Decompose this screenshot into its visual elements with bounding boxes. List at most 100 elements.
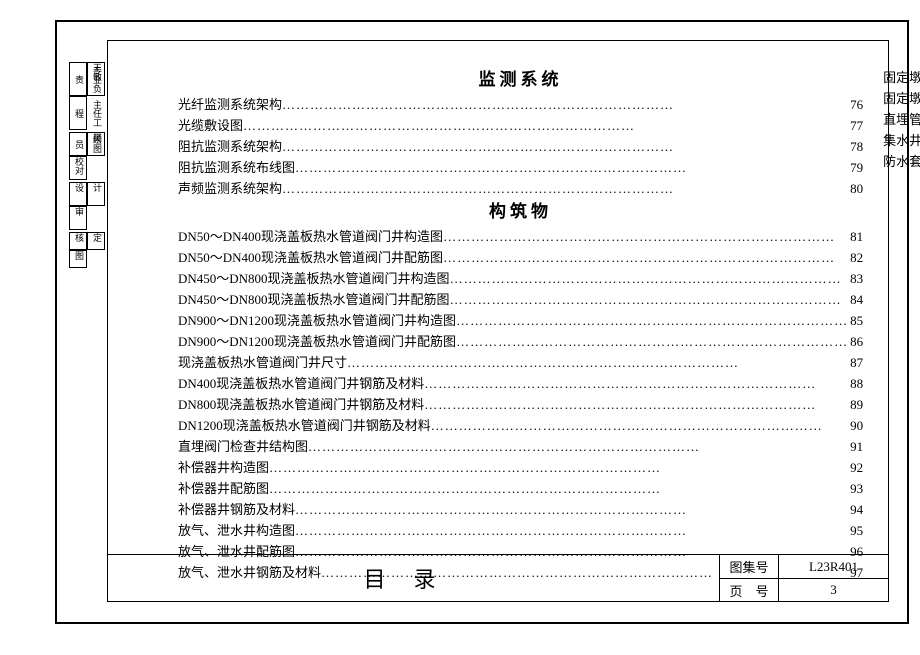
toc-entry: 固定墩结构图98 — [883, 67, 920, 88]
entry-title: 防水套管孔洞配筋图 — [883, 151, 920, 172]
entry-page: 88 — [848, 373, 863, 394]
entry-title: DN50～DN400现浇盖板热水管道阀门井构造图 — [178, 226, 443, 247]
toc-column-left: 监测系统光纤监测系统架构76光缆敷设图77阻抗监测系统架构78阻抗监测系统布线图… — [168, 67, 873, 551]
toc-entry: 补偿器井配筋图93 — [178, 478, 863, 499]
entry-page: 90 — [848, 415, 863, 436]
entry-page: 91 — [848, 436, 863, 457]
entry-page: 87 — [848, 352, 863, 373]
toc-entry: 光缆敷设图77 — [178, 115, 863, 136]
toc-entry: 补偿器井构造图92 — [178, 457, 863, 478]
titleblock-cell: 绘图员 — [69, 132, 87, 156]
section-title: 构筑物 — [178, 201, 863, 222]
entry-title: 阻抗监测系统架构 — [178, 136, 282, 157]
toc-body: 监测系统光纤监测系统架构76光缆敷设图77阻抗监测系统架构78阻抗监测系统布线图… — [168, 67, 878, 551]
entry-title: DN1200现浇盖板热水管道阀门井钢筋及材料 — [178, 415, 431, 436]
titleblock-cell: 王敏 — [87, 62, 105, 96]
entry-title: 声频监测系统架构 — [178, 178, 282, 199]
entry-leader — [347, 352, 848, 373]
entry-leader — [243, 115, 848, 136]
entry-page: 85 — [848, 310, 863, 331]
entry-leader — [456, 310, 848, 331]
toc-entry: 阻抗监测系统架构 78 — [178, 136, 863, 157]
entry-title: DN900～DN1200现浇盖板热水管道阀门井配筋图 — [178, 331, 456, 352]
toc-entry: 放气、泄水井构造图 95 — [178, 520, 863, 541]
toc-column-right: 固定墩结构图98固定墩尺寸选用表101直埋管道保护盖板结构图102集水井做法图1… — [873, 67, 920, 551]
toc-entry: 现浇盖板热水管道阀门井尺寸 87 — [178, 352, 863, 373]
titleblock-cell: 审 — [69, 206, 87, 230]
page-label: 页 号 — [720, 578, 778, 601]
toc-entry: DN50～DN400现浇盖板热水管道阀门井构造图 81 — [178, 226, 863, 247]
entry-title: DN450～DN800现浇盖板热水管道阀门井构造图 — [178, 268, 450, 289]
entry-page: 84 — [848, 289, 863, 310]
entry-leader — [282, 94, 848, 115]
titleblock-cell: 设 — [69, 182, 87, 206]
toc-entry: 防水套管孔洞配筋图104 — [883, 151, 920, 172]
entry-leader — [282, 136, 848, 157]
entry-title: 固定墩结构图 — [883, 67, 920, 88]
entry-page: 83 — [848, 268, 863, 289]
entry-page: 80 — [848, 178, 863, 199]
titleblock-cell: 核 — [69, 232, 87, 250]
entry-page: 82 — [848, 247, 863, 268]
entry-leader — [295, 157, 848, 178]
entry-leader — [450, 268, 849, 289]
entry-leader — [456, 331, 848, 352]
entry-page: 89 — [848, 394, 863, 415]
entry-leader — [443, 247, 848, 268]
entry-page: 92 — [848, 457, 863, 478]
toc-entry: DN900～DN1200现浇盖板热水管道阀门井配筋图86 — [178, 331, 863, 352]
entry-page: 95 — [848, 520, 863, 541]
entry-page: 78 — [848, 136, 863, 157]
toc-entry: 声频监测系统架构 80 — [178, 178, 863, 199]
entry-page: 76 — [848, 94, 863, 115]
toc-entry: 阻抗监测系统布线图79 — [178, 157, 863, 178]
entry-leader — [295, 499, 848, 520]
entry-title: 现浇盖板热水管道阀门井尺寸 — [178, 352, 347, 373]
footer-title: 目录 — [108, 555, 719, 601]
toc-entry: DN1200现浇盖板热水管道阀门井钢筋及材料 90 — [178, 415, 863, 436]
toc-entry: 集水井做法图103 — [883, 130, 920, 151]
toc-entry: DN450～DN800现浇盖板热水管道阀门井配筋图 84 — [178, 289, 863, 310]
atlas-value: L23R401 — [778, 555, 888, 578]
entry-page: 94 — [848, 499, 863, 520]
entry-title: 固定墩尺寸选用表 — [883, 88, 920, 109]
toc-entry: 直埋阀门检查井结构图 91 — [178, 436, 863, 457]
toc-entry: DN50～DN400现浇盖板热水管道阀门井配筋图 82 — [178, 247, 863, 268]
toc-entry: DN800现浇盖板热水管道阀门井钢筋及材料 89 — [178, 394, 863, 415]
entry-leader — [295, 520, 848, 541]
entry-leader — [282, 178, 848, 199]
toc-entry: DN450～DN800现浇盖板热水管道阀门井构造图 83 — [178, 268, 863, 289]
entry-title: DN800现浇盖板热水管道阀门井钢筋及材料 — [178, 394, 424, 415]
entry-leader — [269, 478, 848, 499]
toc-entry: DN900～DN1200现浇盖板热水管道阀门井构造图85 — [178, 310, 863, 331]
entry-leader — [450, 289, 849, 310]
entry-title: 阻抗监测系统布线图 — [178, 157, 295, 178]
titleblock-cell: 定 — [87, 232, 105, 250]
content-frame: 监测系统光纤监测系统架构76光缆敷设图77阻抗监测系统架构78阻抗监测系统布线图… — [107, 40, 889, 602]
entry-leader — [308, 436, 848, 457]
entry-title: DN50～DN400现浇盖板热水管道阀门井配筋图 — [178, 247, 443, 268]
titleblock-cell: 计 — [87, 182, 105, 206]
titleblock-cell: 校对 — [69, 156, 87, 180]
titleblock-cell: 图 — [69, 250, 87, 268]
footer-info-box: 图集号 L23R401 页 号 3 — [719, 555, 888, 601]
titleblock-cell: 樊 — [87, 132, 105, 156]
entry-page: 81 — [848, 226, 863, 247]
entry-title: 直埋管道保护盖板结构图 — [883, 109, 920, 130]
drawing-frame: 专业负责王敏主任工程绘图员樊校对设计审核定图 监测系统光纤监测系统架构76光缆敷… — [55, 20, 909, 624]
toc-entry: 光纤监测系统架构 76 — [178, 94, 863, 115]
entry-title: 直埋阀门检查井结构图 — [178, 436, 308, 457]
section-title: 监测系统 — [178, 69, 863, 90]
entry-title: DN400现浇盖板热水管道阀门井钢筋及材料 — [178, 373, 424, 394]
entry-title: 放气、泄水井构造图 — [178, 520, 295, 541]
entry-leader — [269, 457, 848, 478]
atlas-label: 图集号 — [720, 555, 778, 578]
toc-entry: 固定墩尺寸选用表101 — [883, 88, 920, 109]
entry-leader — [431, 415, 848, 436]
entry-title: 光纤监测系统架构 — [178, 94, 282, 115]
entry-title: 光缆敷设图 — [178, 115, 243, 136]
titleblock-cell: 专业负责 — [69, 62, 87, 96]
entry-leader — [424, 373, 848, 394]
footer: 目录 图集号 L23R401 页 号 3 — [108, 554, 888, 601]
entry-title: DN450～DN800现浇盖板热水管道阀门井配筋图 — [178, 289, 450, 310]
